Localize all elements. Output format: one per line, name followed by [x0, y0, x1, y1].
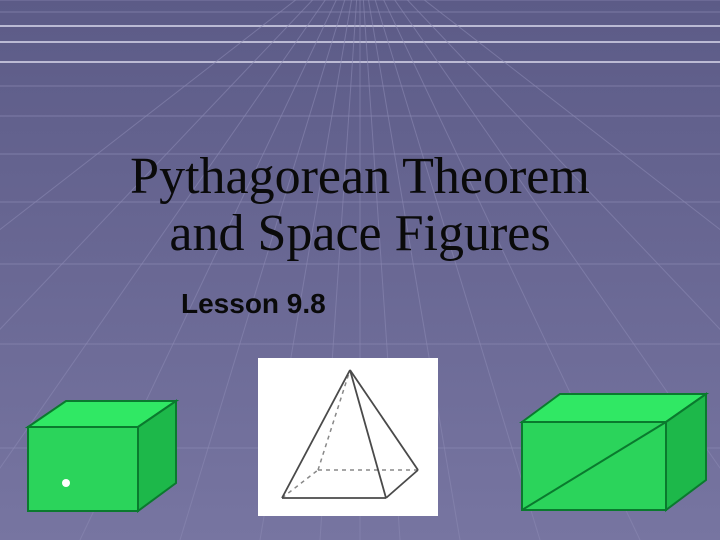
pyramid-figure [258, 358, 438, 516]
title-line-2: and Space Figures [0, 205, 720, 262]
slide: Pythagorean Theorem and Space Figures Le… [0, 0, 720, 540]
prism-figure [516, 376, 716, 524]
cube-figure [18, 383, 188, 523]
slide-subtitle: Lesson 9.8 [181, 288, 326, 320]
slide-title: Pythagorean Theorem and Space Figures [0, 148, 720, 262]
title-line-1: Pythagorean Theorem [0, 148, 720, 205]
